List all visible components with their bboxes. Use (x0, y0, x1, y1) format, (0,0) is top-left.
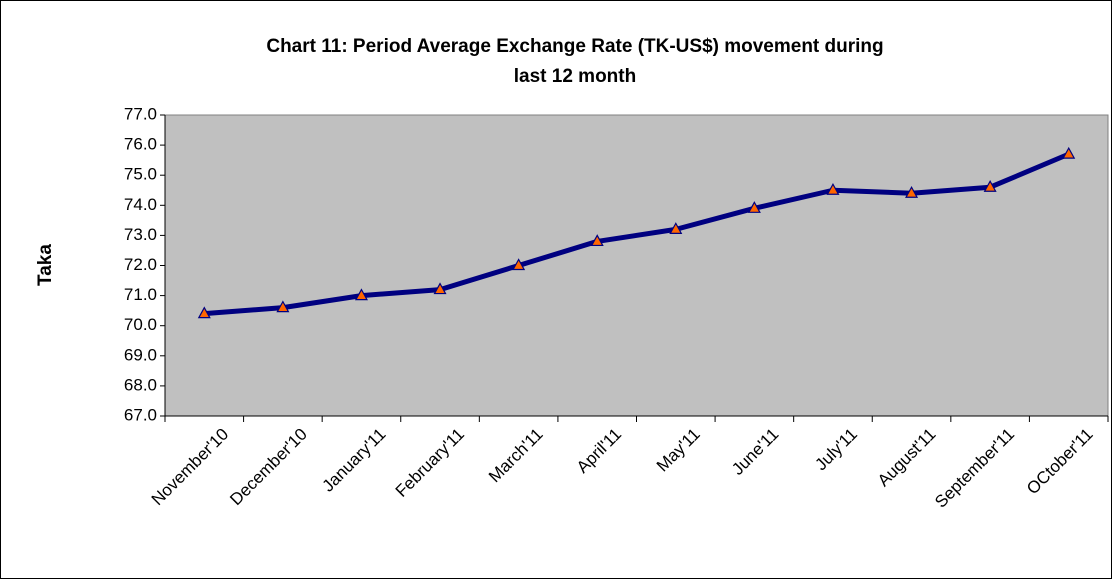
y-tick-label: 75.0 (124, 165, 157, 184)
y-axis-label: Taka (35, 244, 56, 286)
plot-area (164, 114, 1109, 417)
marker (197, 306, 211, 319)
marker (905, 186, 919, 198)
y-tick-label: 67.0 (124, 405, 157, 424)
y-tick-label: 77.0 (124, 104, 157, 123)
marker (354, 288, 368, 301)
y-tick-label: 70.0 (124, 315, 157, 334)
y-tick-label: 73.0 (124, 225, 157, 244)
y-tick-label: 69.0 (124, 345, 157, 364)
y-tick-label: 74.0 (124, 195, 157, 214)
y-tick-label: 68.0 (124, 375, 157, 394)
chart-title: Chart 11: Period Average Exchange Rate (… (266, 36, 883, 57)
y-tick-label: 76.0 (124, 135, 157, 154)
marker (747, 201, 761, 213)
marker (983, 179, 997, 192)
marker (512, 258, 526, 271)
y-tick-label: 71.0 (124, 285, 157, 304)
marker (669, 222, 683, 234)
marker (590, 234, 604, 247)
chart-subtitle: last 12 month (514, 66, 636, 87)
marker (276, 300, 290, 313)
line (204, 151, 1070, 317)
marker (433, 282, 447, 295)
y-tick-label: 72.0 (124, 255, 157, 274)
marker (1062, 146, 1076, 159)
marker (826, 183, 840, 195)
